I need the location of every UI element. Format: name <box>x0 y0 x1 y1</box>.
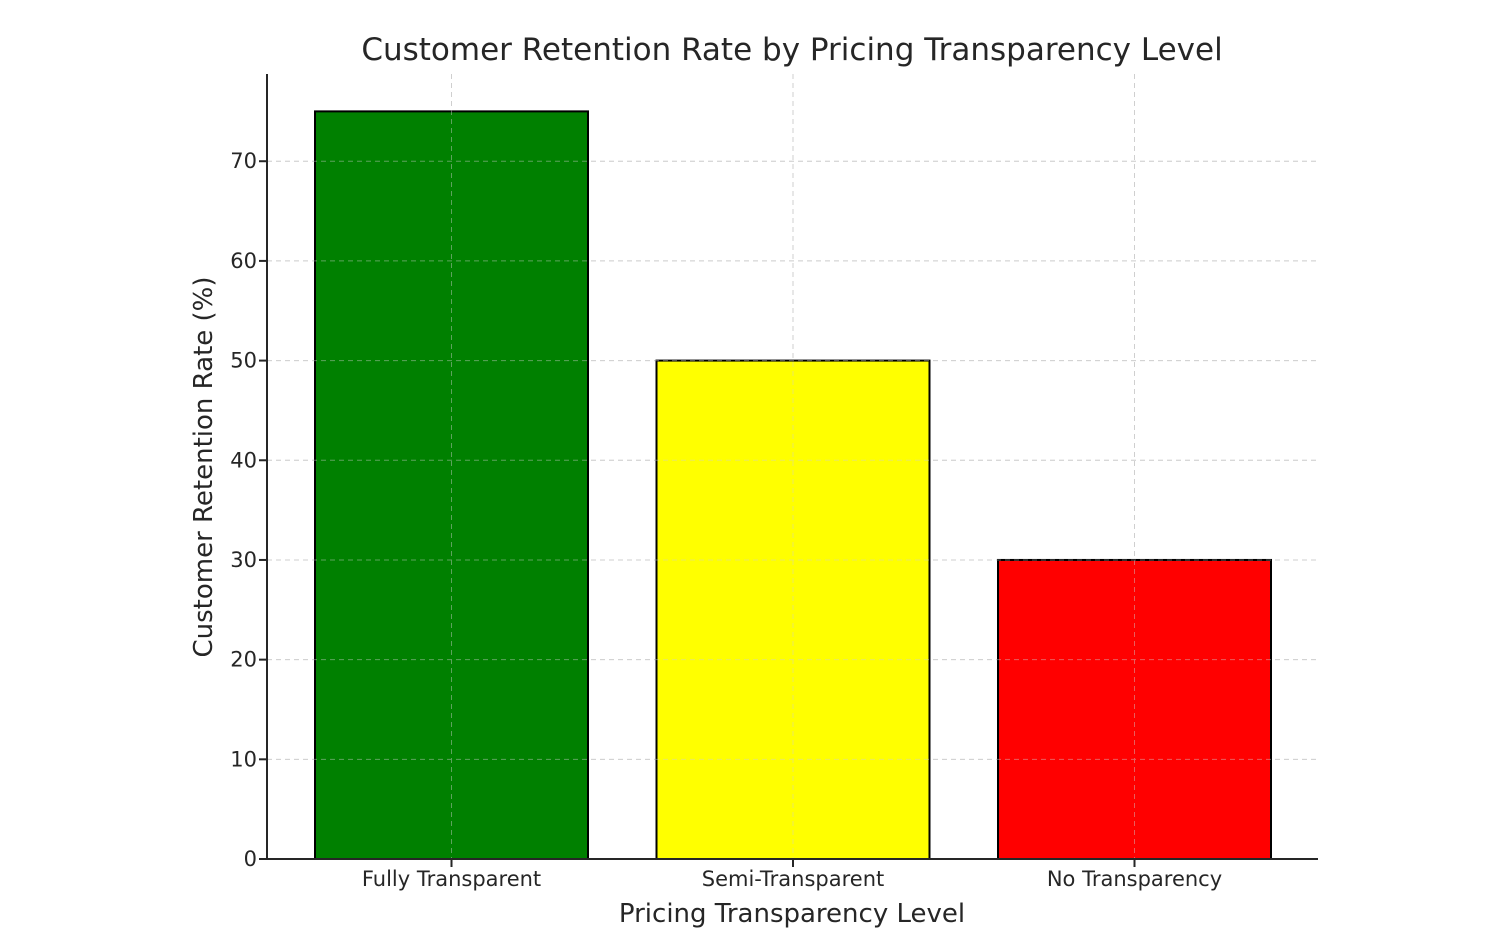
y-tick-label: 40 <box>230 448 257 472</box>
bar-fully-transparent <box>314 110 589 860</box>
y-tick-label: 10 <box>230 747 257 771</box>
bar-semi-transparent <box>655 359 931 860</box>
y-tick-label: 20 <box>230 648 257 672</box>
x-tick-label: Fully Transparent <box>362 867 541 891</box>
x-tick-label: Semi-Transparent <box>702 867 885 891</box>
grid-overlay <box>267 74 1318 859</box>
x-axis-label: Pricing Transparency Level <box>619 899 965 929</box>
bar-no-transparency <box>997 558 1272 860</box>
y-tick-label: 70 <box>230 149 257 173</box>
bars <box>314 110 1272 860</box>
y-tick-label: 60 <box>230 249 257 273</box>
y-tick-label: 0 <box>244 847 257 871</box>
chart-title: Customer Retention Rate by Pricing Trans… <box>361 32 1222 68</box>
y-tick-label: 30 <box>230 548 257 572</box>
y-axis-label: Customer Retention Rate (%) <box>189 276 219 657</box>
x-axis-ticks: Fully Transparent Semi-Transparent No Tran… <box>362 859 1222 891</box>
y-axis-ticks: 0 10 20 30 40 50 60 70 <box>230 149 267 871</box>
x-tick-label: No Transparency <box>1047 867 1222 891</box>
y-tick-label: 50 <box>230 349 257 373</box>
